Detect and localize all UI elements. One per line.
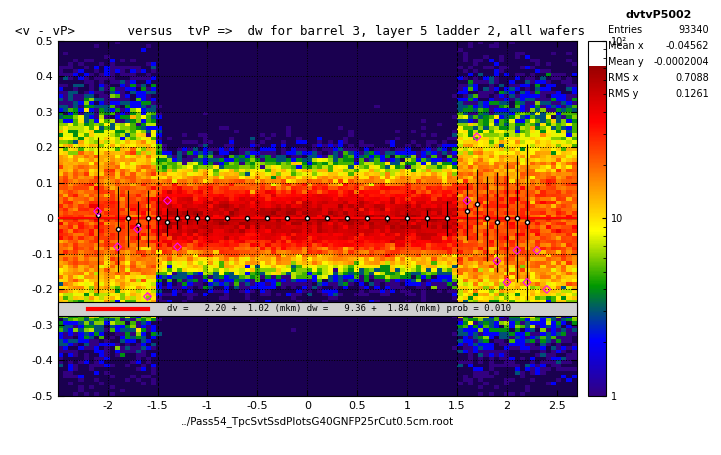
Point xyxy=(501,278,513,286)
Point xyxy=(142,293,154,300)
Point xyxy=(521,278,533,286)
Point xyxy=(541,286,552,293)
Text: Mean x: Mean x xyxy=(609,40,644,51)
Point xyxy=(491,258,503,265)
Text: Entries: Entries xyxy=(609,25,642,35)
Point xyxy=(132,225,143,233)
Point xyxy=(112,243,123,250)
Text: 0.1261: 0.1261 xyxy=(675,89,709,99)
Text: <v - vP>       versus  tvP =>  dw for barrel 3, layer 5 ladder 2, all wafers: <v - vP> versus tvP => dw for barrel 3, … xyxy=(15,25,585,38)
Text: RMS y: RMS y xyxy=(609,89,639,99)
Text: -0.04562: -0.04562 xyxy=(665,40,709,51)
Point xyxy=(511,247,523,254)
Text: 93340: 93340 xyxy=(678,25,709,35)
Point xyxy=(172,243,183,250)
Text: dvtvP5002: dvtvP5002 xyxy=(625,10,692,20)
Text: Mean y: Mean y xyxy=(609,56,644,66)
Text: -0.0002004: -0.0002004 xyxy=(653,56,709,66)
Bar xyxy=(58,302,577,316)
Point xyxy=(531,247,543,254)
Point xyxy=(461,197,473,204)
Text: RMS x: RMS x xyxy=(609,73,639,83)
Text: 0.7088: 0.7088 xyxy=(675,73,709,83)
Point xyxy=(92,207,103,215)
Point xyxy=(472,133,483,141)
Text: dv =   2.20 +  1.02 (mkm) dw =   9.36 +  1.84 (mkm) prob = 0.010: dv = 2.20 + 1.02 (mkm) dw = 9.36 + 1.84 … xyxy=(167,304,511,313)
X-axis label: ../Pass54_TpcSvtSsdPlotsG40GNFP25rCut0.5cm.root: ../Pass54_TpcSvtSsdPlotsG40GNFP25rCut0.5… xyxy=(181,416,454,427)
Point xyxy=(162,197,173,204)
